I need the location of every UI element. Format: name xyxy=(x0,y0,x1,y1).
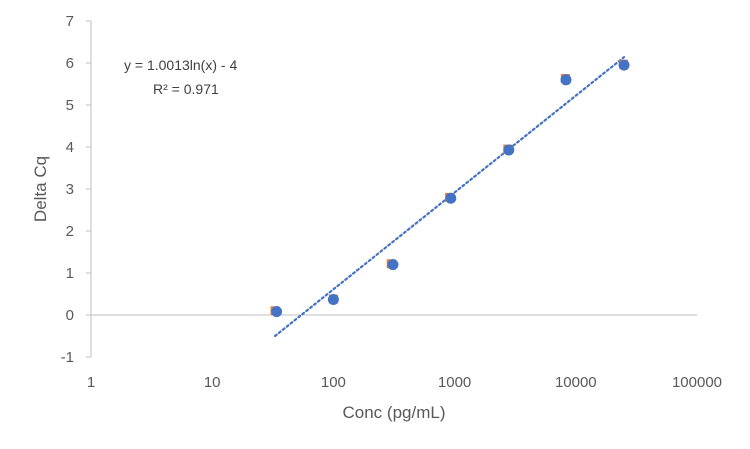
data-point-circle xyxy=(271,306,283,318)
data-point-circle xyxy=(327,293,339,305)
y-tick-label: 5 xyxy=(66,97,74,114)
x-tick-label: 1000 xyxy=(438,374,471,391)
y-tick-label: 7 xyxy=(66,13,74,30)
axes xyxy=(86,20,697,358)
data-point-circle xyxy=(560,74,572,86)
data-point-circle xyxy=(387,259,399,271)
x-tick-label: 10 xyxy=(204,374,221,391)
tick-labels: -1 0 1 2 3 4 5 6 7 1 10 100 1000 10000 100000 xyxy=(61,13,722,391)
x-tick-label: 1 xyxy=(87,374,95,391)
y-tick-label: 0 xyxy=(66,307,74,324)
data-point-circle xyxy=(618,59,630,71)
x-tick-label: 100000 xyxy=(672,374,722,391)
data-point-circle xyxy=(503,144,515,156)
y-tick-label: 1 xyxy=(66,265,74,282)
trendline-group xyxy=(273,56,626,338)
y-axis-title: Delta Cq xyxy=(31,156,50,222)
y-tick-label: 3 xyxy=(66,181,74,198)
x-axis-title: Conc (pg/mL) xyxy=(343,403,446,422)
x-tick-label: 100 xyxy=(321,374,346,391)
y-tick-label: -1 xyxy=(61,349,74,366)
data-points xyxy=(270,59,630,318)
y-tick-label: 2 xyxy=(66,223,74,240)
x-tick-label: 10000 xyxy=(555,374,597,391)
trendline-r2: R² = 0.971 xyxy=(153,81,219,97)
data-point-circle xyxy=(445,192,457,204)
y-tick-label: 4 xyxy=(66,139,74,156)
y-tick-label: 6 xyxy=(66,55,74,72)
trendline xyxy=(273,56,626,338)
trendline-equation: y = 1.0013ln(x) - 4 xyxy=(124,57,237,73)
